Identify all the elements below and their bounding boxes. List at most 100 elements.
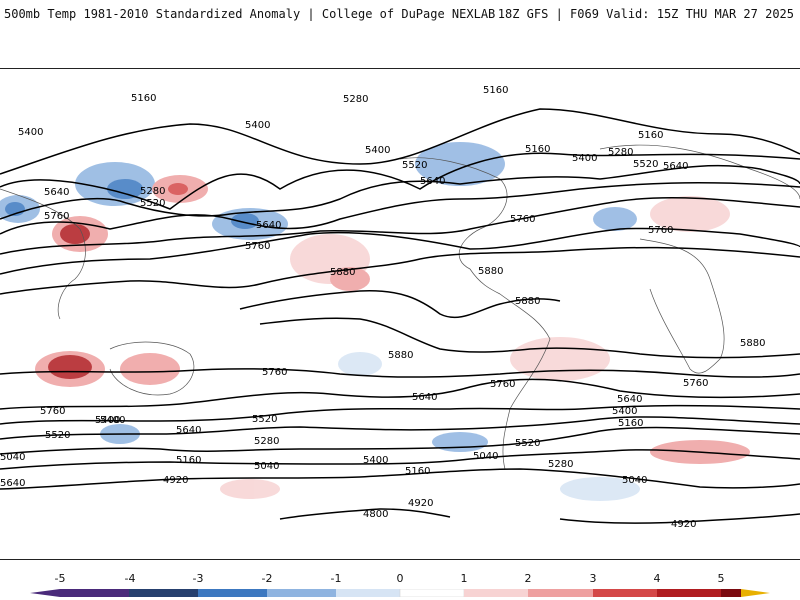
anomaly-patch [220,479,280,499]
contour-label: 5880 [515,296,540,307]
coastline-south-america [499,293,551,470]
contour-line [0,368,800,378]
contour-label: 5880 [388,350,413,361]
contour-line [0,416,800,440]
contour-label: 4800 [363,509,388,520]
anomaly-patch [107,179,143,199]
contour-line [0,426,800,455]
contour-labels: 5160 5280 5160 5400 5400 5400 5280 5640 … [0,85,765,530]
contour-label: 5400 [95,415,120,426]
legend-swatch [198,589,267,597]
contour-line [0,246,800,295]
coastline-eurasia [599,144,800,200]
contour-label: 5280 [140,186,165,197]
contour-label: 5640 [420,176,445,187]
legend-tick: 2 [524,572,532,585]
contour-label: 5040 [254,461,279,472]
contour-label: 5640 [256,220,281,231]
legend-tick: -1 [330,572,342,585]
contour-label: 5400 [612,406,637,417]
color-legend: -5 -4 -3 -2 -1 0 1 2 3 4 5 [0,572,800,600]
anomaly-patch [650,196,730,232]
contour-label: 5760 [40,406,65,417]
anomaly-patch [338,352,382,376]
contour-label: 5640 [663,161,688,172]
anomaly-map: 5160 5280 5160 5400 5400 5400 5280 5640 … [0,85,800,530]
anomaly-patch [60,224,90,244]
contour-line [0,449,800,470]
legend-colorbar [30,589,770,597]
legend-tick: 5 [717,572,725,585]
contour-label: 5400 [572,153,597,164]
legend-swatch [267,589,336,597]
contour-label: 5880 [740,338,765,349]
anomaly-shading [0,142,750,501]
legend-tick: 0 [396,572,404,585]
legend-tick: -2 [261,572,273,585]
contour-label: 5880 [478,266,503,277]
anomaly-patch [432,432,488,452]
contour-label: 5760 [262,367,287,378]
contour-label: 5040 [622,475,647,486]
contour-label: 5760 [245,241,270,252]
contour-label: 5640 [412,392,437,403]
contour-label: 5520 [140,198,165,209]
contour-label: 5520 [252,414,277,425]
coastline-asia [0,188,86,320]
contour-label: 5280 [343,94,368,105]
contour-label: 5880 [330,267,355,278]
contour-label: 5400 [245,120,270,131]
anomaly-patch [593,207,637,231]
legend-tick: 1 [460,572,468,585]
legend-swatch [464,589,528,597]
contour-label: 5760 [490,379,515,390]
contour-label: 5640 [617,394,642,405]
contour-line [0,108,800,175]
contour-label: 5280 [254,436,279,447]
legend-swatch [528,589,593,597]
contour-line [0,152,800,210]
contour-line [0,182,800,235]
coastline-africa [639,238,725,374]
legend-swatch [60,589,129,597]
contour-label: 5760 [44,211,69,222]
contour-label: 4920 [671,519,696,530]
contour-line [0,164,800,220]
legend-cap-high [741,589,770,597]
legend-tick: -4 [124,572,136,585]
legend-tick: -5 [54,572,66,585]
contour-label: 5280 [608,147,633,158]
contour-label: 5160 [131,93,156,104]
contour-label: 4920 [163,475,188,486]
anomaly-patch [231,213,259,229]
contour-label: 5040 [0,452,25,463]
contour-label: 5160 [638,130,663,141]
contour-label: 5400 [100,415,125,426]
contour-label: 5400 [365,145,390,156]
legend-tick: 3 [589,572,597,585]
contour-label: 4920 [408,498,433,509]
height-contours [0,108,800,524]
coastline-north-america [399,157,508,295]
contour-line [279,508,451,520]
legend-swatch [336,589,400,597]
contour-line [0,227,800,275]
contour-label: 5160 [525,144,550,155]
contour-label: 5160 [176,455,201,466]
contour-label: 5760 [510,214,535,225]
contour-label: 5520 [515,438,540,449]
contour-line [0,378,800,410]
map-title: 500mb Temp 1981-2010 Standardized Anomal… [4,7,496,21]
legend-tick: -3 [192,572,204,585]
coastline-australia [109,341,195,396]
legend-swatch [399,589,465,597]
contour-label: 5640 [0,478,25,489]
contour-line [0,196,800,255]
contour-line [0,468,800,490]
contour-label: 5160 [483,85,508,96]
contour-label: 5400 [18,127,43,138]
contour-label: 5160 [618,418,643,429]
anomaly-patch [330,267,370,291]
anomaly-patch [120,353,180,385]
contour-label: 5160 [405,466,430,477]
